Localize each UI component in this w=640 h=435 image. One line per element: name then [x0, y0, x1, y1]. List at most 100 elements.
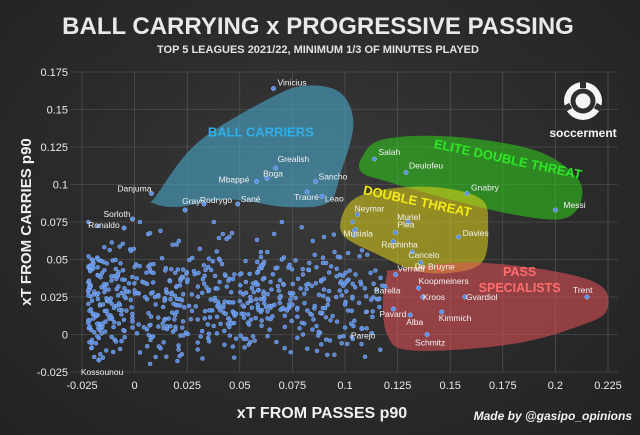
data-point [167, 279, 173, 284]
data-point [99, 331, 104, 336]
data-point [223, 311, 228, 316]
data-point [214, 314, 220, 319]
player-label: Kimmich [439, 313, 472, 323]
data-point [258, 263, 263, 268]
data-point [282, 324, 288, 330]
data-point [100, 302, 106, 307]
player-label: Neymar [355, 204, 385, 214]
data-point [341, 333, 346, 339]
data-point [374, 287, 379, 292]
data-point [179, 274, 185, 280]
data-point-leao [319, 194, 325, 199]
data-point [95, 223, 101, 229]
data-point-gray [182, 207, 188, 213]
data-point-grealish [273, 165, 279, 171]
data-point [306, 267, 311, 272]
data-point [349, 334, 355, 340]
data-point [276, 288, 281, 293]
data-point [95, 265, 100, 270]
data-point [321, 287, 327, 292]
data-point [221, 303, 226, 308]
player-label: Cancelo [408, 250, 439, 260]
data-point [203, 267, 208, 273]
data-point-sorloth [130, 216, 135, 222]
data-point [229, 230, 235, 236]
region-ball-carriers [149, 85, 354, 208]
data-point [195, 284, 201, 289]
data-point [352, 318, 357, 323]
x-tick-labels: -0.025 0 0.025 0.05 0.075 0.1 0.125 0.15 0.175 0.… [66, 380, 621, 392]
data-point [299, 225, 304, 230]
data-point [130, 315, 135, 321]
data-point [245, 312, 251, 317]
data-point [265, 333, 270, 339]
data-point [202, 316, 207, 321]
data-point [89, 298, 95, 303]
player-label: De Bruyne [415, 262, 455, 272]
data-point [343, 270, 348, 275]
data-point-sancho [313, 179, 318, 184]
data-point [175, 303, 181, 308]
data-point [365, 252, 370, 257]
data-point [231, 320, 237, 326]
data-point [128, 297, 133, 303]
data-point [206, 331, 212, 336]
data-point [230, 276, 236, 282]
player-label: Muriel [397, 212, 420, 222]
data-point [207, 308, 212, 313]
data-point [207, 315, 213, 320]
data-point-koopmeiners [416, 285, 422, 291]
data-point [258, 309, 264, 315]
data-point [113, 257, 118, 263]
data-point [111, 349, 116, 355]
data-point [247, 271, 252, 277]
data-point [119, 290, 124, 296]
data-point [95, 256, 100, 262]
data-point [105, 312, 110, 317]
x-tick-label: 0.2 [548, 380, 563, 392]
data-point [113, 266, 119, 272]
data-point-traor- [304, 189, 310, 195]
data-point [248, 317, 254, 322]
data-point [279, 219, 285, 225]
data-point [118, 261, 123, 266]
data-point [168, 297, 173, 302]
data-point [146, 311, 151, 316]
data-point [277, 300, 282, 306]
data-point [200, 356, 205, 361]
data-point [163, 287, 169, 292]
data-point [122, 335, 127, 340]
data-point [337, 272, 343, 277]
data-point-ronaldo [121, 225, 127, 231]
data-point [314, 265, 319, 270]
data-point [226, 278, 231, 283]
data-point [345, 341, 350, 347]
chart-subtitle: TOP 5 LEAGUES 2021/22, MINIMUM 1/3 OF MI… [157, 44, 479, 56]
data-point [144, 281, 150, 287]
data-point-pavard [390, 306, 396, 312]
data-point [339, 341, 344, 346]
player-label: Schmitz [415, 338, 445, 348]
region-label: SPECIALISTS [479, 281, 561, 295]
data-point [150, 334, 156, 339]
data-point [106, 287, 111, 292]
data-point [173, 327, 178, 332]
data-point [201, 263, 207, 268]
data-point [104, 348, 109, 353]
player-label: Sancho [319, 172, 348, 182]
data-point [345, 308, 351, 313]
data-point [109, 301, 114, 306]
data-point [277, 278, 283, 283]
data-point [216, 256, 222, 261]
data-point [309, 312, 314, 318]
data-point [212, 273, 218, 279]
data-point [275, 265, 280, 270]
data-point [159, 256, 165, 261]
region-double-threat [340, 186, 489, 274]
data-point [331, 232, 337, 237]
data-point [89, 345, 95, 350]
data-point [302, 300, 307, 306]
data-point [371, 281, 376, 286]
data-point [342, 302, 348, 307]
data-point [158, 228, 163, 234]
